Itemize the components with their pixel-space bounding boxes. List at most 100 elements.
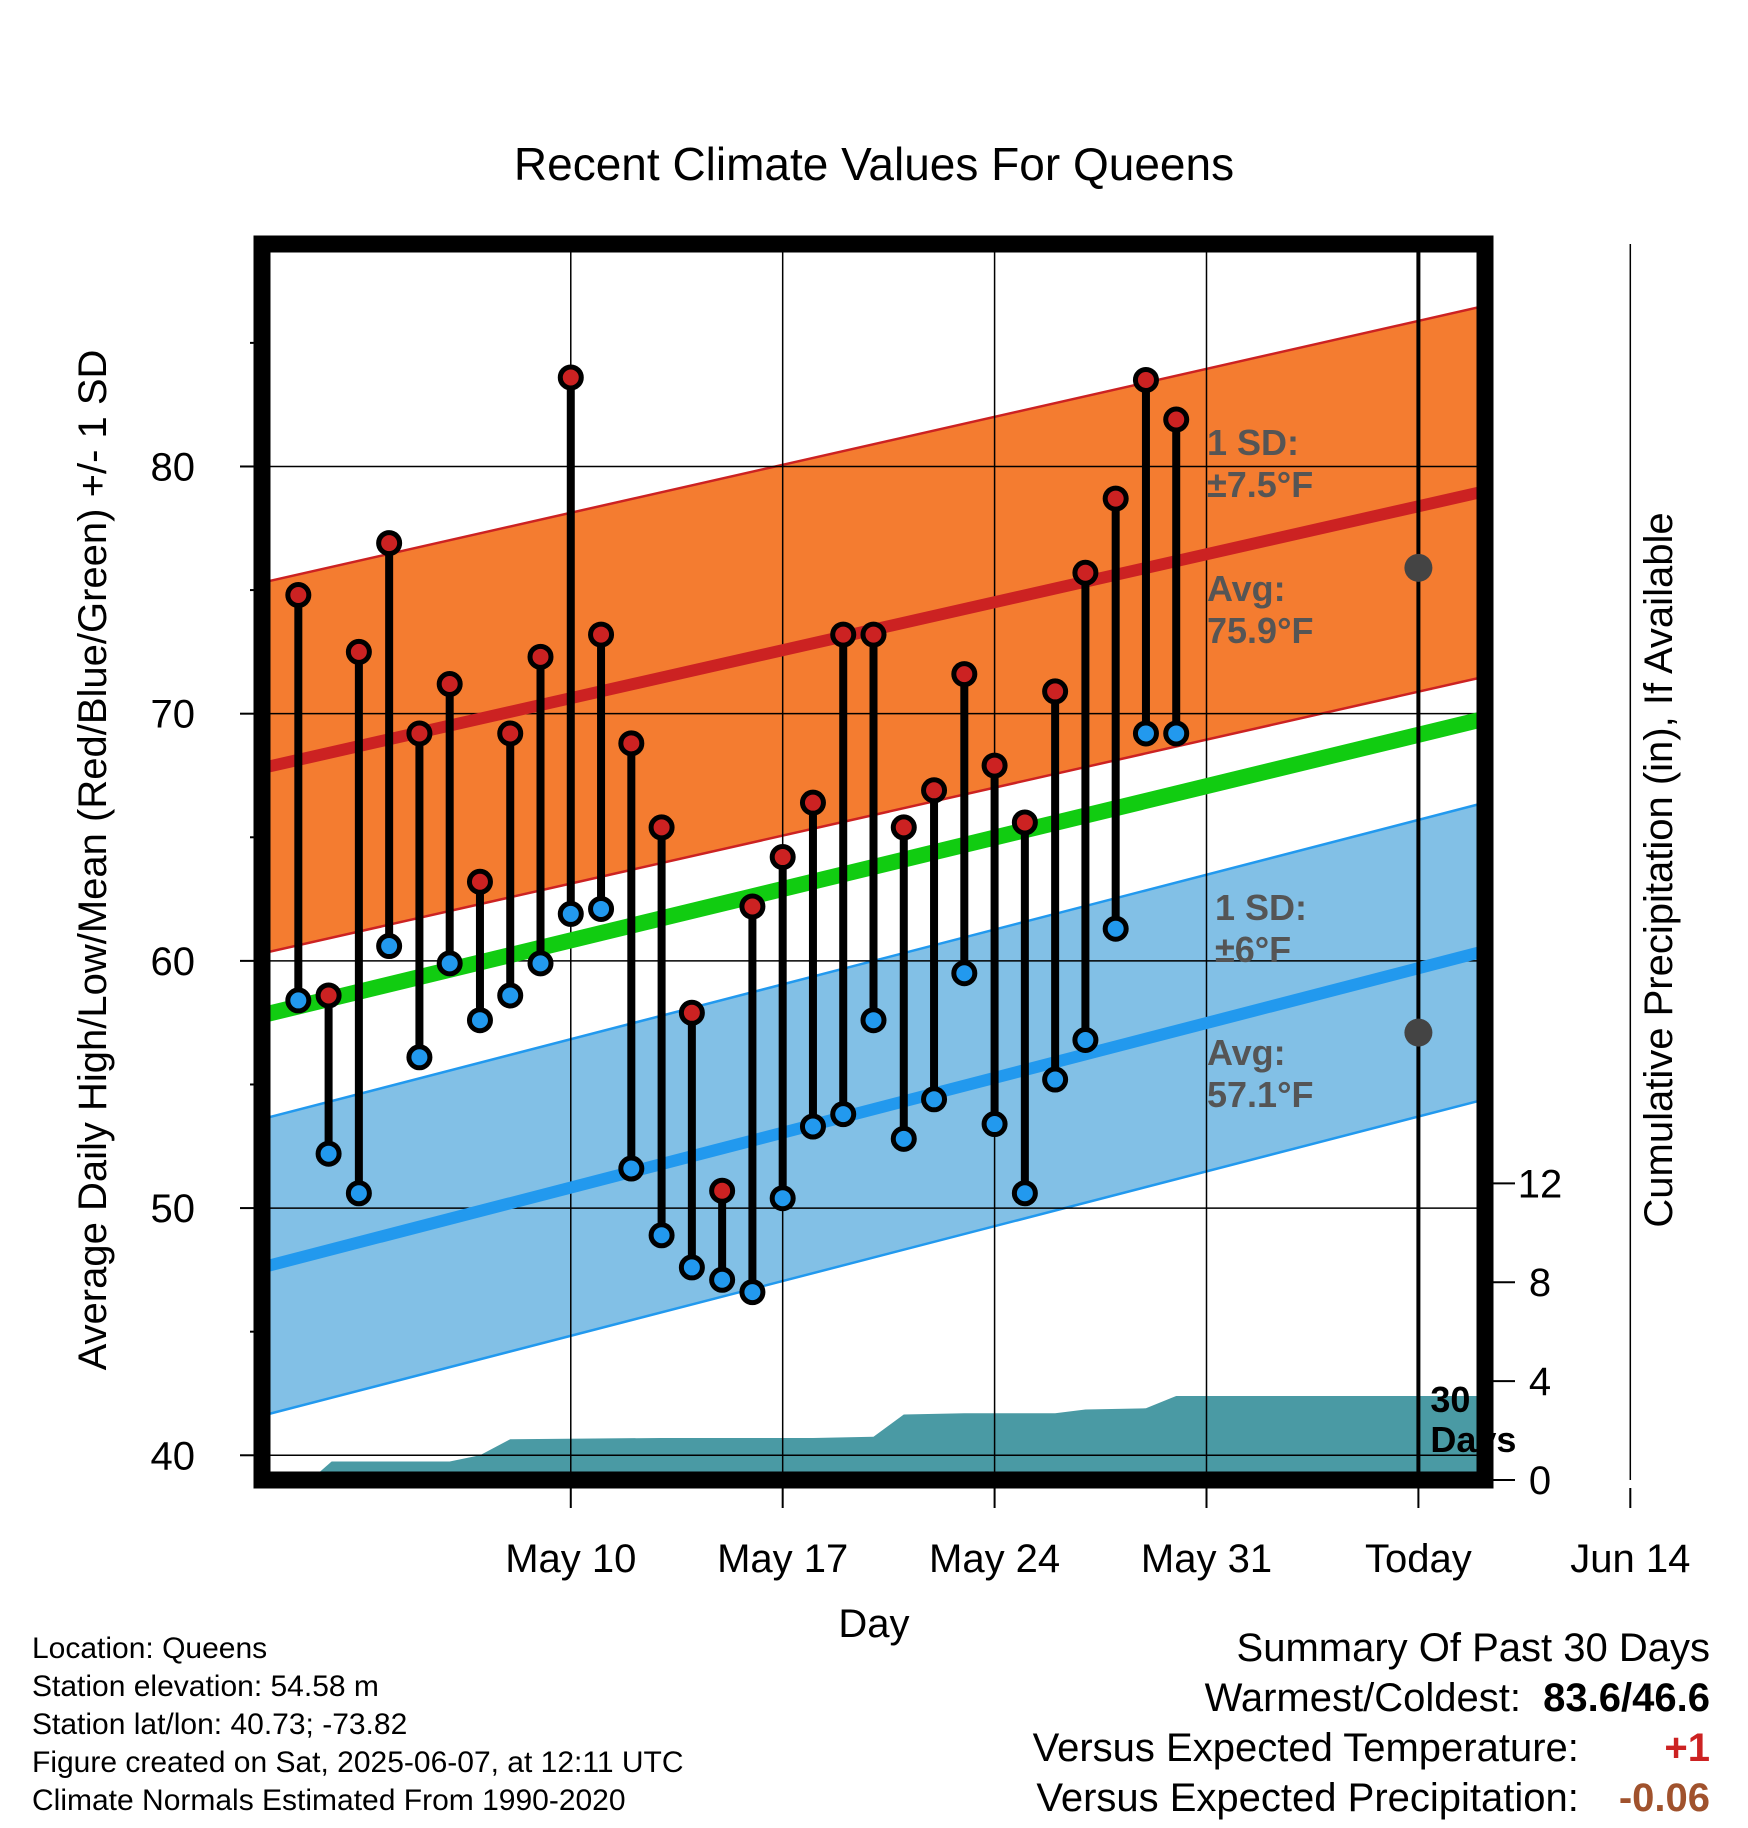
daily-high-point [285, 582, 312, 609]
high-sd-label: 1 SD: [1207, 422, 1299, 463]
daily-low-point [1042, 1066, 1069, 1093]
chart-title: Recent Climate Values For Queens [514, 138, 1234, 190]
x-tick-label: May 31 [1141, 1537, 1272, 1581]
low-avg-label: Avg: [1207, 1032, 1286, 1073]
x-tick-label: Today [1365, 1537, 1472, 1581]
daily-high-point [466, 868, 493, 895]
daily-high-point [557, 364, 584, 391]
daily-high-point [376, 530, 403, 557]
y2-tick-label: 0 [1529, 1459, 1551, 1503]
today-days-label: 30 [1430, 1379, 1470, 1420]
summary-title: Summary Of Past 30 Days [1236, 1626, 1710, 1670]
daily-low-point [315, 1140, 342, 1167]
summary-temp-value: +1 [1664, 1726, 1710, 1770]
daily-low-point [1011, 1180, 1038, 1207]
y-tick-label: 80 [151, 445, 196, 489]
x-tick-label: Jun 14 [1570, 1537, 1690, 1581]
daily-high-point [406, 720, 433, 747]
info-normals: Climate Normals Estimated From 1990-2020 [32, 1784, 626, 1817]
daily-high-point [1132, 366, 1159, 393]
daily-high-point [769, 844, 796, 871]
daily-low-point [527, 950, 554, 977]
daily-low-point [1102, 915, 1129, 942]
daily-low-point [1072, 1026, 1099, 1053]
info-elevation: Station elevation: 54.58 m [32, 1670, 379, 1703]
daily-high-point [436, 671, 463, 698]
summary-extremes-row: Warmest/Coldest: 83.6/46.6 [1033, 1673, 1710, 1723]
daily-high-point [921, 777, 948, 804]
daily-low-point [436, 950, 463, 977]
daily-low-point [345, 1180, 372, 1207]
low-avg-value: 57.1°F [1207, 1074, 1313, 1115]
daily-high-point [345, 638, 372, 665]
today-avg-low-marker [1404, 1018, 1433, 1047]
low-sd-label: 1 SD: [1215, 887, 1307, 928]
daily-high-point [709, 1177, 736, 1204]
summary-precip-row: Versus Expected Precipitation: -0.06 [1033, 1773, 1710, 1823]
daily-low-point [981, 1111, 1008, 1138]
daily-high-point [890, 814, 917, 841]
summary-precip-value: -0.06 [1618, 1776, 1710, 1820]
precipitation-area [310, 1395, 1485, 1480]
daily-low-point [376, 933, 403, 960]
daily-low-point [406, 1044, 433, 1071]
daily-low-point [648, 1222, 675, 1249]
daily-high-point [830, 621, 857, 648]
y2-tick-label: 12 [1518, 1162, 1563, 1206]
summary-panel: Summary Of Past 30 Days Warmest/Coldest:… [1033, 1623, 1710, 1823]
daily-high-point [315, 982, 342, 1009]
daily-high-point [1102, 485, 1129, 512]
info-created: Figure created on Sat, 2025-06-07, at 12… [32, 1746, 684, 1779]
daily-high-point [860, 621, 887, 648]
daily-high-point [497, 720, 524, 747]
daily-high-point [1042, 678, 1069, 705]
daily-high-point [951, 661, 978, 688]
daily-high-point [527, 643, 554, 670]
x-tick-label: May 17 [717, 1537, 848, 1581]
summary-precip-label: Versus Expected Precipitation: [1036, 1776, 1579, 1820]
high-avg-value: 75.9°F [1207, 610, 1313, 651]
daily-low-point [588, 895, 615, 922]
daily-low-point [497, 982, 524, 1009]
daily-high-point [648, 814, 675, 841]
daily-low-point [890, 1125, 917, 1152]
info-latlon: Station lat/lon: 40.73; -73.82 [32, 1708, 408, 1741]
daily-low-point [1163, 720, 1190, 747]
summary-temp-row: Versus Expected Temperature: +1 [1033, 1723, 1710, 1773]
daily-high-point [1163, 406, 1190, 433]
plot-frame [253, 235, 1494, 1489]
high-sd-value: ±7.5°F [1207, 464, 1313, 505]
daily-high-point [739, 893, 766, 920]
today-avg-high-marker [1404, 553, 1433, 582]
daily-high-point [799, 789, 826, 816]
info-location: Location: Queens [32, 1632, 268, 1665]
daily-high-point [678, 999, 705, 1026]
daily-low-point [618, 1155, 645, 1182]
daily-low-point [466, 1007, 493, 1034]
summary-temp-label: Versus Expected Temperature: [1032, 1726, 1579, 1770]
daily-high-point [1011, 809, 1038, 836]
summary-extremes-label: Warmest/Coldest: [1204, 1676, 1521, 1720]
daily-low-point [769, 1185, 796, 1212]
daily-low-point [557, 900, 584, 927]
low-sd-value: ±6°F [1215, 929, 1291, 970]
daily-low-point [860, 1007, 887, 1034]
y-tick-label: 40 [151, 1434, 196, 1478]
daily-high-point [618, 730, 645, 757]
station-info: Location: Queens Station elevation: 54.5… [32, 1630, 684, 1820]
daily-low-point [951, 960, 978, 987]
y-tick-label: 70 [151, 693, 196, 737]
y-axis-label: Average Daily High/Low/Mean (Red/Blue/Gr… [71, 350, 115, 1371]
daily-low-point [678, 1254, 705, 1281]
x-axis-label: Day [838, 1602, 909, 1646]
y2-tick-label: 8 [1529, 1261, 1551, 1305]
daily-high-point [1072, 559, 1099, 586]
daily-low-point [830, 1101, 857, 1128]
y-tick-label: 60 [151, 940, 196, 984]
today-days-label: Days [1430, 1419, 1516, 1460]
y2-tick-label: 4 [1529, 1360, 1551, 1404]
avg-low-line [260, 945, 1487, 1274]
daily-low-point [921, 1086, 948, 1113]
